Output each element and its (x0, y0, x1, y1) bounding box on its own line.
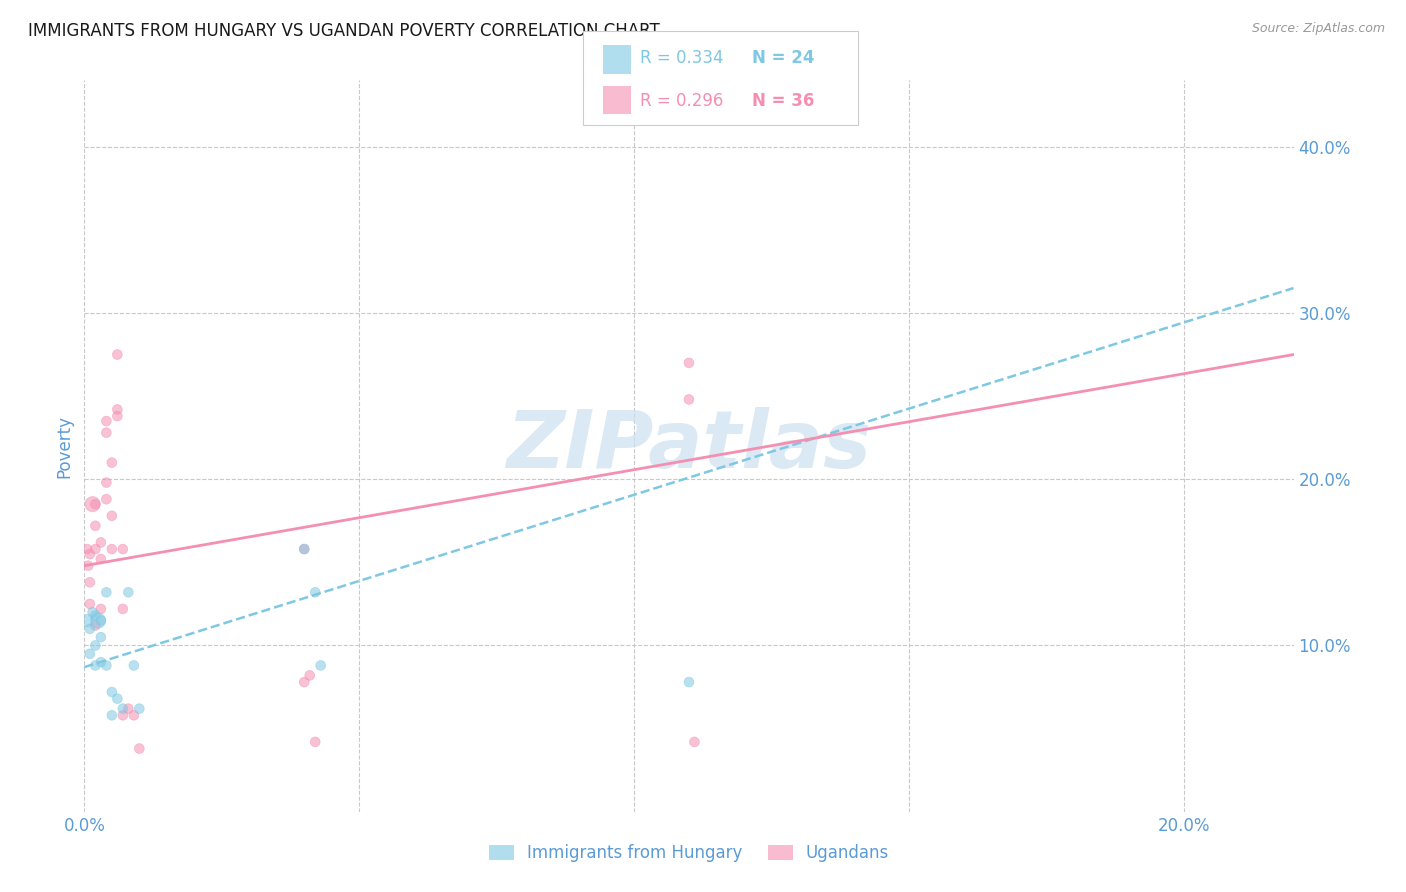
Point (111, 701, 134, 715)
Point (122, 708, 145, 723)
Y-axis label: Poverty: Poverty (55, 415, 73, 477)
Point (678, 392, 700, 407)
Point (304, 735, 326, 749)
Text: Source: ZipAtlas.com: Source: ZipAtlas.com (1251, 22, 1385, 36)
Point (90, 630, 112, 644)
Point (79, 575, 101, 590)
Point (90, 535, 112, 549)
Point (309, 658, 332, 673)
Point (678, 356, 700, 370)
Legend: Immigrants from Hungary, Ugandans: Immigrants from Hungary, Ugandans (489, 844, 889, 862)
Point (96, 425, 118, 440)
Point (76, 542, 98, 557)
Point (96, 658, 118, 673)
Point (292, 542, 315, 557)
Text: IMMIGRANTS FROM HUNGARY VS UGANDAN POVERTY CORRELATION CHART: IMMIGRANTS FROM HUNGARY VS UGANDAN POVER… (28, 22, 659, 40)
Point (128, 741, 150, 756)
Point (90, 655, 112, 669)
Point (105, 691, 128, 706)
Point (111, 542, 134, 557)
Point (298, 668, 321, 682)
Point (101, 708, 124, 723)
Point (79, 547, 101, 561)
Point (84, 542, 107, 557)
Point (101, 685, 124, 699)
Text: N = 24: N = 24 (752, 49, 814, 67)
Point (87, 614, 110, 628)
Point (117, 701, 139, 715)
Text: R = 0.334: R = 0.334 (640, 49, 723, 67)
Point (82, 605, 104, 619)
Point (96, 475, 118, 490)
Point (111, 602, 134, 616)
Point (111, 708, 134, 723)
Point (678, 675, 700, 690)
Point (76, 614, 98, 628)
Text: N = 36: N = 36 (752, 92, 814, 110)
Point (101, 456, 124, 470)
Point (96, 414, 118, 428)
Point (84, 658, 107, 673)
Point (82, 497, 104, 511)
Point (84, 608, 107, 623)
Point (84, 618, 107, 632)
Point (79, 647, 101, 661)
Point (79, 622, 101, 636)
Point (90, 552, 112, 566)
Point (292, 542, 315, 557)
Point (84, 639, 107, 653)
Point (101, 542, 124, 557)
Point (105, 402, 128, 417)
Point (128, 701, 150, 715)
Point (105, 409, 128, 423)
Point (96, 492, 118, 507)
Point (96, 585, 118, 599)
Point (101, 508, 124, 523)
Point (84, 497, 107, 511)
Point (79, 597, 101, 611)
Point (90, 602, 112, 616)
Text: ZIPatlas: ZIPatlas (506, 407, 872, 485)
Point (304, 585, 326, 599)
Point (77, 558, 100, 573)
Text: R = 0.296: R = 0.296 (640, 92, 723, 110)
Point (122, 658, 145, 673)
Point (90, 614, 112, 628)
Point (117, 585, 139, 599)
Point (292, 675, 315, 690)
Point (683, 735, 706, 749)
Point (84, 518, 107, 533)
Point (105, 347, 128, 362)
